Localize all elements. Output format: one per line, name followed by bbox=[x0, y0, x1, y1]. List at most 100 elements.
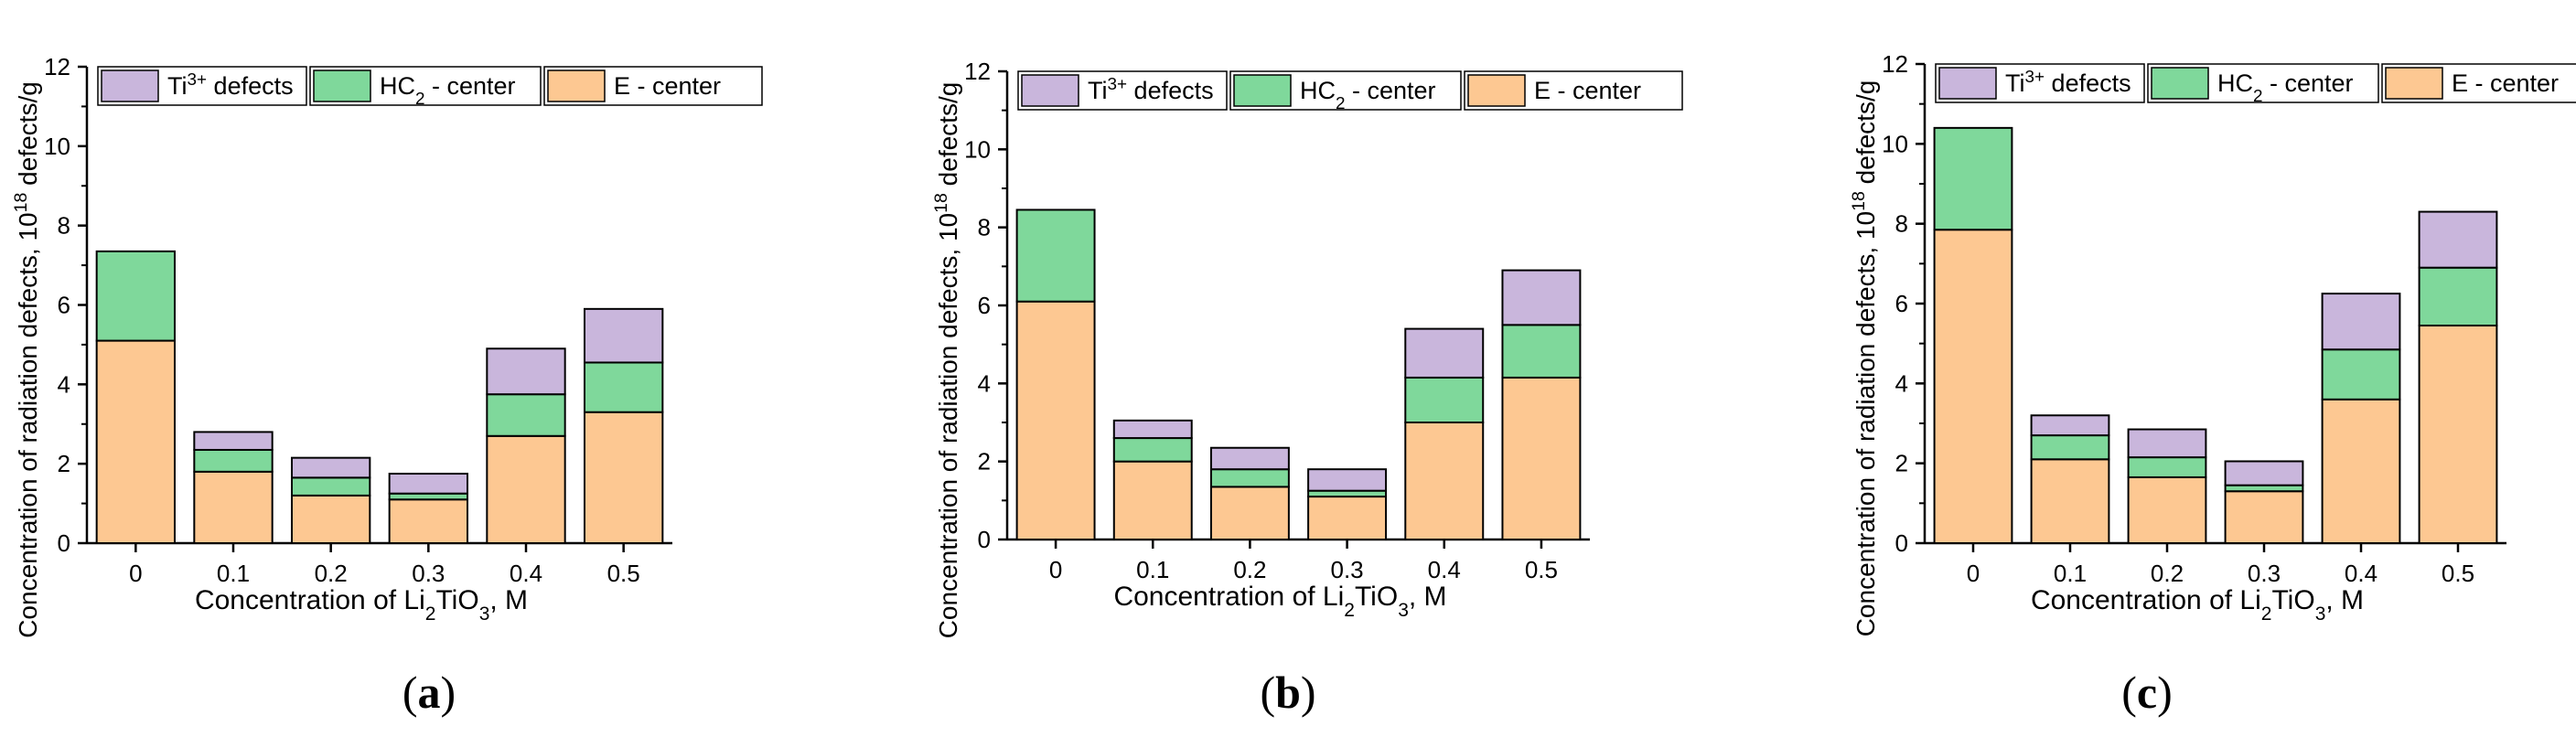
bar-segment-hc2-center bbox=[2321, 348, 2401, 401]
legend-swatch bbox=[2151, 67, 2209, 100]
y-tick-label: 12 bbox=[1882, 50, 1908, 78]
bar-segment-ti3-defects bbox=[1209, 446, 1290, 471]
x-axis-title: Concentration of Li2TiO3, M bbox=[195, 585, 528, 625]
y-tick-label: 10 bbox=[964, 135, 991, 163]
legend-swatch bbox=[1938, 67, 1997, 100]
bar-segment-ti3-defects bbox=[584, 307, 664, 364]
y-tick-label: 2 bbox=[1895, 450, 1908, 477]
legend-swatch bbox=[1467, 74, 1526, 107]
y-axis-title: Concentration of radiation defects, 1018… bbox=[11, 81, 42, 638]
x-tick-label: 0.4 bbox=[2345, 560, 2377, 587]
legend-label: Ti3+ defects bbox=[2005, 68, 2131, 98]
legend-label: HC2 - center bbox=[380, 72, 516, 109]
bar-segment-e-center bbox=[1501, 376, 1582, 540]
bar-segment-e-center bbox=[1404, 422, 1485, 540]
panel-caption: (c) bbox=[2121, 667, 2173, 718]
bar-segment-ti3-defects bbox=[486, 347, 566, 396]
legend-swatch bbox=[313, 69, 371, 102]
legend-label: Ti3+ defects bbox=[167, 70, 294, 101]
y-tick-label: 0 bbox=[978, 526, 991, 553]
bar-segment-e-center bbox=[388, 498, 468, 544]
x-tick-label: 0.2 bbox=[2151, 560, 2184, 587]
x-axis-title: Concentration of Li2TiO3, M bbox=[2031, 585, 2364, 625]
bar-segment-ti3-defects bbox=[2224, 460, 2304, 486]
legend-swatch bbox=[1233, 74, 1292, 107]
y-tick-label: 0 bbox=[58, 529, 70, 557]
bar-segment-hc2-center bbox=[1209, 468, 1290, 488]
bar-segment-hc2-center bbox=[486, 393, 566, 437]
bar-segment-hc2-center bbox=[1112, 437, 1193, 463]
y-tick-label: 2 bbox=[58, 450, 70, 477]
y-tick-label: 12 bbox=[44, 53, 70, 80]
bar-segment-e-center bbox=[291, 494, 371, 545]
chart-panel-a: 0 2 4 6 8 10 12 0 0.1 0.2 0.3 0.4 0.5 Concentration o… bbox=[0, 0, 858, 737]
x-tick-label: 0.3 bbox=[1331, 556, 1364, 583]
legend-swatch bbox=[2385, 67, 2443, 100]
x-tick-label: 0.5 bbox=[1525, 556, 1558, 583]
bar-segment-hc2-center bbox=[291, 476, 371, 497]
bar-segment-ti3-defects bbox=[2418, 210, 2498, 269]
bar-segment-e-center bbox=[2030, 458, 2110, 544]
legend-label: Ti3+ defects bbox=[1088, 75, 1214, 105]
x-tick-label: 0.5 bbox=[2442, 560, 2474, 587]
bar-segment-e-center bbox=[1307, 496, 1388, 540]
panel-caption: (a) bbox=[402, 667, 456, 718]
bar-segment-e-center bbox=[2321, 398, 2401, 544]
y-tick-label: 8 bbox=[58, 212, 70, 240]
y-tick-label: 4 bbox=[978, 369, 991, 397]
bar-segment-hc2-center bbox=[1015, 208, 1096, 303]
x-tick-label: 0 bbox=[1049, 556, 1062, 583]
bar-segment-hc2-center bbox=[1501, 324, 1582, 379]
y-tick-label: 4 bbox=[58, 370, 70, 398]
bar-segment-hc2-center bbox=[95, 250, 176, 342]
x-tick-label: 0.5 bbox=[607, 560, 640, 587]
bar-segment-e-center bbox=[486, 434, 566, 544]
bar-segment-hc2-center bbox=[2030, 434, 2110, 461]
stacked-bar-chart: 0 2 4 6 8 10 12 0 0.1 0.2 0.3 0.4 0.5 Concentration o… bbox=[931, 58, 1683, 639]
y-tick-label: 8 bbox=[978, 214, 991, 241]
panel-caption: (b) bbox=[1260, 667, 1316, 718]
y-tick-label: 6 bbox=[1895, 290, 1908, 317]
bar-segment-ti3-defects bbox=[291, 456, 371, 479]
bar-segment-e-center bbox=[2224, 490, 2304, 545]
chart-panel-b: 0 2 4 6 8 10 12 0 0.1 0.2 0.3 0.4 0.5 Concentration o… bbox=[859, 0, 1717, 737]
x-axis-title: Concentration of Li2TiO3, M bbox=[1113, 582, 1446, 621]
bar-segment-e-center bbox=[193, 470, 274, 544]
bar-segment-hc2-center bbox=[584, 361, 664, 413]
bar-segment-e-center bbox=[1209, 486, 1290, 541]
y-tick-label: 10 bbox=[1882, 130, 1908, 157]
x-tick-label: 0 bbox=[129, 560, 142, 587]
bar-segment-hc2-center bbox=[1933, 126, 2013, 231]
legend-swatch bbox=[101, 69, 159, 102]
bar-segment-ti3-defects bbox=[1501, 269, 1582, 326]
legend-label: HC2 - center bbox=[2217, 69, 2354, 106]
stacked-bar-chart: 0 2 4 6 8 10 12 0 0.1 0.2 0.3 0.4 0.5 Concentration o… bbox=[11, 53, 763, 638]
y-tick-label: 10 bbox=[44, 133, 70, 160]
legend-swatch bbox=[547, 69, 606, 102]
x-tick-label: 0.4 bbox=[510, 560, 542, 587]
chart-panel-c: 0 2 4 6 8 10 12 0 0.1 0.2 0.3 0.4 0.5 Concentration o… bbox=[1718, 0, 2576, 737]
y-axis-title: Concentration of radiation defects, 1018… bbox=[931, 82, 962, 639]
bar-segment-ti3-defects bbox=[1112, 419, 1193, 440]
y-tick-label: 6 bbox=[58, 292, 70, 319]
bar-segment-hc2-center bbox=[2418, 266, 2498, 327]
bar-segment-e-center bbox=[1933, 229, 2013, 544]
x-tick-label: 0 bbox=[1967, 560, 1980, 587]
x-tick-label: 0.1 bbox=[2054, 560, 2087, 587]
y-axis-title: Concentration of radiation defects, 1018… bbox=[1849, 80, 1880, 637]
legend-swatch bbox=[1021, 74, 1079, 107]
y-tick-label: 2 bbox=[978, 448, 991, 475]
bar-segment-ti3-defects bbox=[2321, 293, 2401, 351]
bar-segment-ti3-defects bbox=[1307, 468, 1388, 492]
bar-segment-e-center bbox=[1015, 300, 1096, 540]
x-tick-label: 0.2 bbox=[315, 560, 348, 587]
bar-segment-e-center bbox=[95, 339, 176, 545]
y-tick-label: 12 bbox=[964, 58, 991, 85]
bar-segment-ti3-defects bbox=[2030, 414, 2110, 437]
x-tick-label: 0.1 bbox=[217, 560, 250, 587]
bar-segment-hc2-center bbox=[1404, 376, 1485, 423]
y-tick-label: 6 bbox=[978, 292, 991, 319]
x-tick-label: 0.3 bbox=[412, 560, 445, 587]
legend-label: E - center bbox=[2452, 69, 2559, 97]
bar-segment-hc2-center bbox=[2127, 456, 2207, 478]
